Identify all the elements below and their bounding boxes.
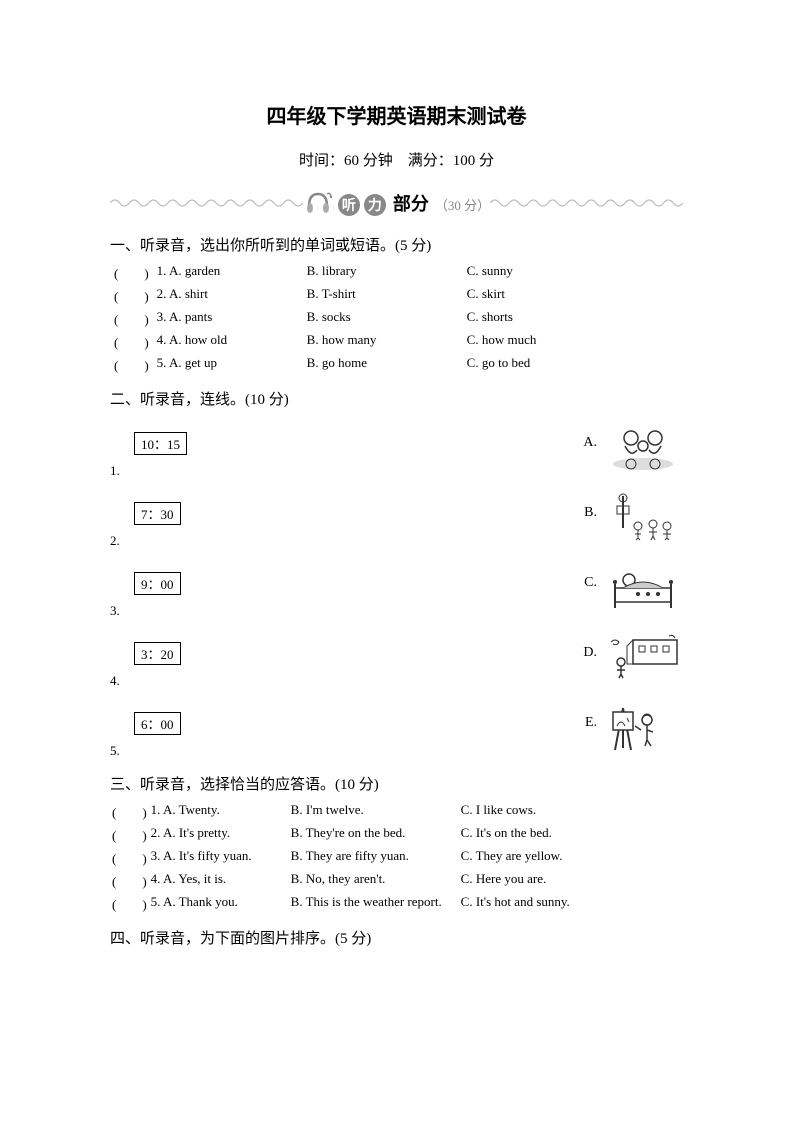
answer-paren[interactable]: ( ) (110, 892, 149, 915)
answer-paren[interactable]: ( ) (110, 800, 149, 823)
table-row: ( )5. A. get upB. go homeC. go to bed (110, 353, 683, 376)
match-letter: B. (584, 505, 597, 521)
match-row: 3.9：00 C. (110, 555, 683, 621)
playground-icon (603, 488, 683, 544)
table-row: ( )4. A. Yes, it is.B. No, they aren't.C… (110, 869, 683, 892)
option-c: C. Here you are. (459, 869, 683, 892)
bubble-2: 力 (364, 194, 386, 216)
time-box: 3：20 (134, 642, 181, 665)
option-a: 1. A. garden (153, 261, 303, 284)
match-letter: A. (583, 435, 597, 451)
answer-paren[interactable]: ( ) (110, 823, 149, 846)
match-row: 4.3：20 D. (110, 625, 683, 691)
section3-table: ( )1. A. Twenty.B. I'm twelve.C. I like … (110, 800, 683, 915)
match-letter: C. (584, 575, 597, 591)
section1-heading: 一、听录音，选出你所听到的单词或短语。(5 分) (110, 234, 683, 255)
squiggle-right-icon (490, 197, 683, 209)
option-c: C. It's on the bed. (459, 823, 683, 846)
page-subtitle: 时间：60 分钟 满分：100 分 (110, 149, 683, 170)
match-number: 5. (110, 743, 134, 761)
match-letter: D. (583, 645, 597, 661)
option-a: 3. A. pants (153, 307, 303, 330)
option-b: B. They're on the bed. (289, 823, 459, 846)
family-dinner-icon (603, 418, 683, 474)
section-banner: 听 力 部分 （30 分） (110, 188, 683, 218)
option-a: 3. A. It's fifty yuan. (149, 846, 289, 869)
section2-container: 1.10：15 A. 2.7：30 B. 3.9：00 C. 4.3：20 D. 5.6：00 E… (110, 415, 683, 761)
option-c: C. They are yellow. (459, 846, 683, 869)
table-row: ( )3. A. pantsB. socksC. shorts (110, 307, 683, 330)
match-number: 1. (110, 463, 134, 481)
time-box: 10：15 (134, 432, 187, 455)
page-title: 四年级下学期英语期末测试卷 (110, 100, 683, 129)
time-box: 6：00 (134, 712, 181, 735)
section2-heading: 二、听录音，连线。(10 分) (110, 388, 683, 409)
match-number: 2. (110, 533, 134, 551)
banner-points: （30 分） (435, 195, 490, 214)
option-a: 1. A. Twenty. (149, 800, 289, 823)
answer-paren[interactable]: ( ) (110, 869, 149, 892)
match-number: 3. (110, 603, 134, 621)
option-c: C. shorts (463, 307, 683, 330)
option-b: B. go home (303, 353, 463, 376)
school-walking-icon (603, 628, 683, 684)
section1-table: ( )1. A. gardenB. libraryC. sunny( )2. A… (110, 261, 683, 376)
section4-heading: 四、听录音，为下面的图片排序。(5 分) (110, 927, 683, 948)
option-c: C. I like cows. (459, 800, 683, 823)
option-c: C. skirt (463, 284, 683, 307)
option-b: B. how many (303, 330, 463, 353)
page: 四年级下学期英语期末测试卷 时间：60 分钟 满分：100 分 听 力 部分 （… (0, 0, 793, 994)
table-row: ( )2. A. shirtB. T-shirtC. skirt (110, 284, 683, 307)
option-b: B. They are fifty yuan. (289, 846, 459, 869)
table-row: ( )5. A. Thank you.B. This is the weathe… (110, 892, 683, 915)
option-b: B. library (303, 261, 463, 284)
option-a: 5. A. get up (153, 353, 303, 376)
section3-heading: 三、听录音，选择恰当的应答语。(10 分) (110, 773, 683, 794)
bubble-1: 听 (338, 194, 360, 216)
headphone-icon (303, 188, 333, 218)
table-row: ( )3. A. It's fifty yuan.B. They are fif… (110, 846, 683, 869)
option-a: 2. A. It's pretty. (149, 823, 289, 846)
time-box: 9：00 (134, 572, 181, 595)
option-b: B. No, they aren't. (289, 869, 459, 892)
option-a: 4. A. how old (153, 330, 303, 353)
table-row: ( )2. A. It's pretty.B. They're on the b… (110, 823, 683, 846)
option-a: 5. A. Thank you. (149, 892, 289, 915)
option-b: B. socks (303, 307, 463, 330)
match-row: 1.10：15 A. (110, 415, 683, 481)
answer-paren[interactable]: ( ) (110, 284, 153, 307)
match-row: 5.6：00 E. (110, 695, 683, 761)
banner-suffix: 部分 (393, 190, 429, 216)
painting-easel-icon (603, 698, 683, 754)
option-a: 4. A. Yes, it is. (149, 869, 289, 892)
option-c: C. It's hot and sunny. (459, 892, 683, 915)
option-c: C. go to bed (463, 353, 683, 376)
option-c: C. how much (463, 330, 683, 353)
option-b: B. T-shirt (303, 284, 463, 307)
match-letter: E. (585, 715, 597, 731)
time-box: 7：30 (134, 502, 181, 525)
answer-paren[interactable]: ( ) (110, 307, 153, 330)
sleeping-bed-icon (603, 558, 683, 614)
match-row: 2.7：30 B. (110, 485, 683, 551)
match-number: 4. (110, 673, 134, 691)
table-row: ( )1. A. gardenB. libraryC. sunny (110, 261, 683, 284)
option-c: C. sunny (463, 261, 683, 284)
table-row: ( )4. A. how oldB. how manyC. how much (110, 330, 683, 353)
squiggle-left-icon (110, 197, 303, 209)
answer-paren[interactable]: ( ) (110, 846, 149, 869)
option-b: B. I'm twelve. (289, 800, 459, 823)
option-a: 2. A. shirt (153, 284, 303, 307)
table-row: ( )1. A. Twenty.B. I'm twelve.C. I like … (110, 800, 683, 823)
answer-paren[interactable]: ( ) (110, 353, 153, 376)
banner-text: 听 力 部分 （30 分） (337, 190, 490, 216)
option-b: B. This is the weather report. (289, 892, 459, 915)
answer-paren[interactable]: ( ) (110, 330, 153, 353)
answer-paren[interactable]: ( ) (110, 261, 153, 284)
